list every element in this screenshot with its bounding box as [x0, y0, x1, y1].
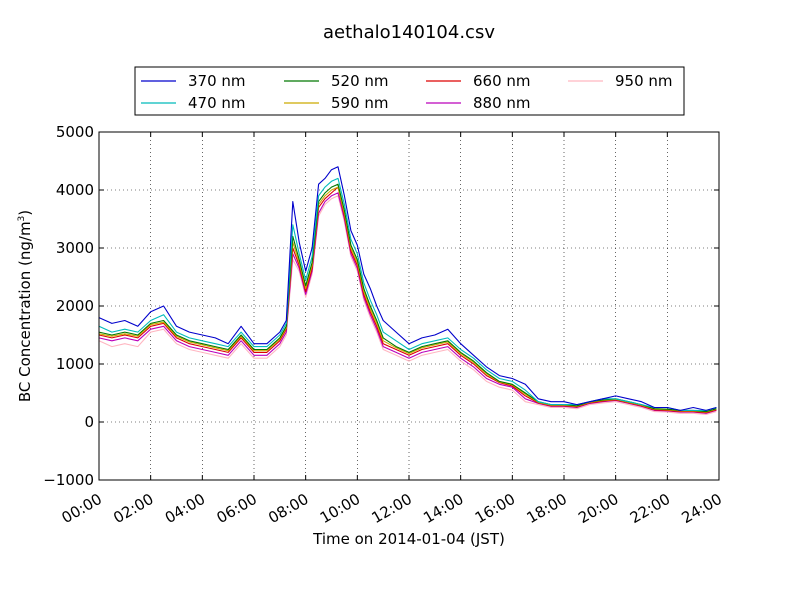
- y-tick-label: 2000: [56, 297, 94, 315]
- x-tick-label: 06:00: [214, 490, 260, 527]
- y-tick-label: 1000: [56, 355, 94, 373]
- y-axis-label-main: BC Concentration (ng/m: [16, 221, 34, 402]
- y-tick-label: 4000: [56, 181, 94, 199]
- legend-label: 370 nm: [188, 72, 246, 90]
- x-tick-label: 02:00: [110, 490, 156, 527]
- x-tick-label: 20:00: [575, 490, 621, 527]
- ticks: [98, 131, 720, 481]
- x-tick-label: 12:00: [369, 490, 415, 527]
- y-tick-labels: −1000 0 1000 2000 3000 4000 5000: [43, 123, 94, 489]
- x-tick-label: 14:00: [420, 490, 466, 527]
- legend-box: [134, 66, 685, 116]
- x-tick-label: 00:00: [59, 490, 105, 527]
- legend-label: 520 nm: [331, 72, 389, 90]
- series-line-950-nm: [98, 195, 717, 416]
- legend-label: 660 nm: [473, 72, 531, 90]
- series-line-660-nm: [98, 186, 717, 414]
- x-tick-label: 18:00: [524, 490, 570, 527]
- x-tick-label: 16:00: [472, 490, 518, 527]
- y-axis-label-superscript: 3: [17, 216, 27, 222]
- series-line-370-nm: [98, 166, 717, 411]
- y-tick-label: 0: [84, 413, 94, 431]
- series-line-590-nm: [98, 186, 717, 413]
- y-axis-label-end: ): [16, 210, 34, 216]
- chart-title: aethalo140104.csv: [323, 22, 495, 43]
- series-line-880-nm: [98, 192, 717, 414]
- y-tick-label: 3000: [56, 239, 94, 257]
- x-tick-labels: 00:00 02:00 04:00 06:00 08:00 10:00 12:00 14:00…: [59, 490, 725, 527]
- y-axis-label: BC Concentration (ng/m3): [16, 210, 34, 402]
- legend: 370 nm 470 nm 520 nm 590 nm 660 nm 880 nm 950 …: [134, 66, 685, 116]
- x-tick-label: 04:00: [162, 490, 208, 527]
- x-axis-label: Time on 2014-01-04 (JST): [312, 530, 505, 548]
- legend-label: 470 nm: [188, 94, 246, 112]
- x-tick-label: 10:00: [317, 490, 363, 527]
- x-tick-label: 08:00: [265, 490, 311, 527]
- x-tick-label: 22:00: [627, 490, 673, 527]
- grid: [98, 131, 720, 481]
- x-tick-label: 24:00: [679, 490, 725, 527]
- y-tick-label: −1000: [43, 471, 94, 489]
- series-line-520-nm: [98, 183, 717, 413]
- series-layer: [98, 166, 717, 416]
- legend-label: 590 nm: [331, 94, 389, 112]
- y-tick-label: 5000: [56, 123, 94, 141]
- series-line-470-nm: [98, 177, 717, 411]
- legend-label: 950 nm: [615, 72, 673, 90]
- legend-label: 880 nm: [473, 94, 531, 112]
